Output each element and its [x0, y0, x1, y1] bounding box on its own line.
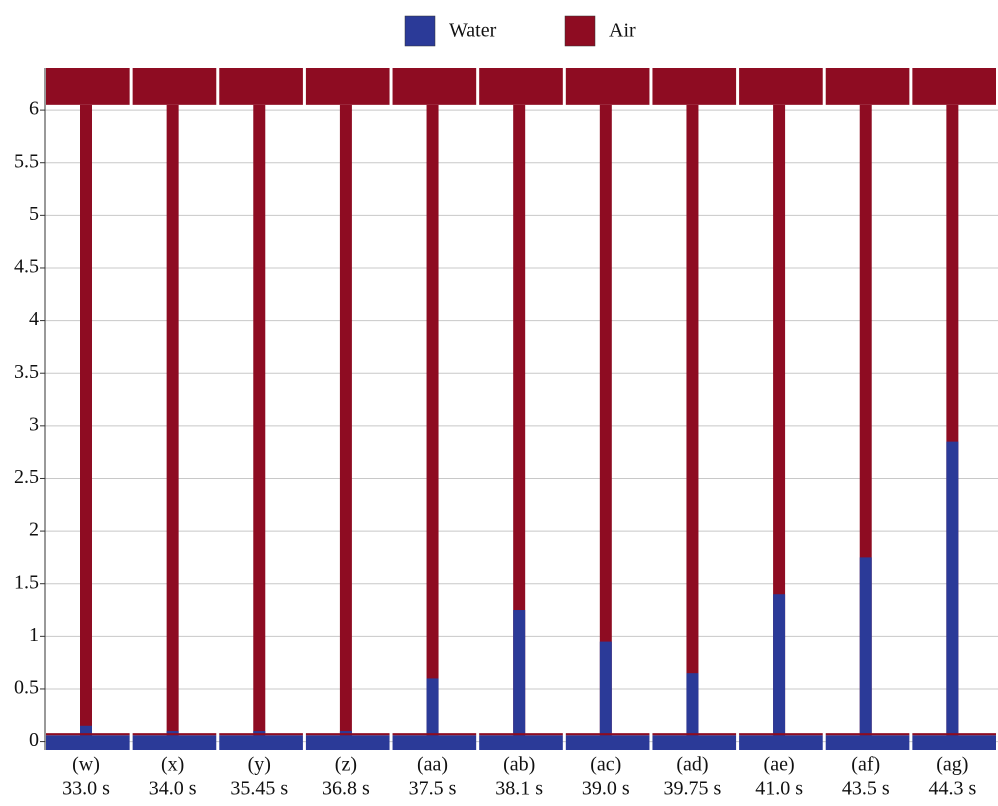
- y-tick-label: 5: [29, 203, 39, 225]
- panel-label: (ag): [936, 754, 968, 776]
- channel-air: [565, 733, 650, 736]
- reservoir: [565, 68, 650, 105]
- legend-swatch: [564, 15, 596, 47]
- channel-water: [219, 735, 303, 750]
- legend-label: Water: [449, 20, 497, 42]
- channel-water: [565, 735, 650, 750]
- legend-swatch: [404, 15, 436, 47]
- panel-time: 33.0 s: [62, 778, 110, 800]
- reservoir: [739, 68, 823, 105]
- water-column: [773, 594, 786, 742]
- panel-label: (ad): [676, 754, 708, 776]
- y-tick-label: 5.5: [14, 150, 39, 172]
- reservoir: [825, 68, 910, 105]
- y-tick-label: 6: [29, 98, 39, 120]
- pipe-air: [513, 104, 526, 734]
- channel-air: [652, 733, 737, 736]
- channel-air: [392, 733, 477, 736]
- legend-label: Air: [609, 20, 636, 42]
- y-tick-label: 0.5: [14, 677, 39, 699]
- panel-label: (x): [161, 754, 184, 776]
- channel-air: [479, 733, 563, 736]
- panel-label: (z): [335, 754, 357, 776]
- panel-time: 43.5 s: [842, 778, 890, 800]
- panel-time: 35.45 s: [230, 778, 288, 800]
- reservoir: [305, 68, 390, 105]
- pipe-air: [339, 104, 352, 734]
- panel-time: 36.8 s: [322, 778, 370, 800]
- channel-water: [392, 735, 477, 750]
- panel-time: 39.0 s: [582, 778, 630, 800]
- panel-label: (w): [72, 754, 100, 776]
- y-tick-label: 4.5: [14, 256, 39, 278]
- water-column: [426, 678, 439, 742]
- channel-air: [305, 733, 390, 736]
- channel-water: [479, 735, 563, 750]
- channel-air: [219, 733, 303, 736]
- water-column: [859, 557, 872, 742]
- reservoir: [912, 68, 996, 105]
- reservoir: [392, 68, 477, 105]
- channel-water: [652, 735, 737, 750]
- reservoir: [219, 68, 303, 105]
- pipe-air: [426, 104, 439, 734]
- pipe-air: [80, 104, 92, 734]
- pipe-air: [253, 104, 266, 734]
- water-column: [946, 441, 959, 742]
- y-tick-label: 2.5: [14, 466, 39, 488]
- channel-air: [132, 733, 217, 736]
- reservoir: [479, 68, 563, 105]
- panel-label: (af): [851, 754, 880, 776]
- channel-air: [46, 733, 130, 736]
- pipe-air: [599, 104, 612, 734]
- y-tick-label: 1: [29, 624, 39, 646]
- channel-water: [132, 735, 217, 750]
- channel-air: [739, 733, 823, 736]
- panel-time: 34.0 s: [149, 778, 197, 800]
- y-tick-label: 3.5: [14, 361, 39, 383]
- panel-time: 39.75 s: [664, 778, 722, 800]
- y-tick-label: 4: [29, 308, 39, 330]
- panel-time: 38.1 s: [495, 778, 543, 800]
- channel-water: [739, 735, 823, 750]
- panel-label: (ab): [503, 754, 535, 776]
- panel-label: (ac): [590, 754, 621, 776]
- panel-label: (aa): [417, 754, 448, 776]
- water-column: [686, 673, 699, 742]
- y-tick-label: 1.5: [14, 571, 39, 593]
- water-column: [599, 641, 612, 742]
- pipe-air: [773, 104, 786, 734]
- channel-water: [46, 735, 130, 750]
- y-tick-label: 3: [29, 413, 39, 435]
- water-column: [513, 610, 526, 742]
- channel-water: [825, 735, 910, 750]
- y-tick-label: 2: [29, 519, 39, 541]
- pipe-air: [166, 104, 179, 734]
- panel-time: 41.0 s: [755, 778, 803, 800]
- channel-water: [305, 735, 390, 750]
- y-tick-label: 0: [29, 729, 39, 751]
- reservoir: [46, 68, 130, 105]
- channel-water: [912, 735, 996, 750]
- panel-time: 37.5 s: [409, 778, 457, 800]
- reservoir: [132, 68, 217, 105]
- panel-label: (ae): [764, 754, 795, 776]
- channel-air: [825, 733, 910, 736]
- pipe-air: [686, 104, 699, 734]
- panel-time: 44.3 s: [928, 778, 976, 800]
- panel-label: (y): [248, 754, 271, 776]
- channel-air: [912, 733, 996, 736]
- reservoir: [652, 68, 737, 105]
